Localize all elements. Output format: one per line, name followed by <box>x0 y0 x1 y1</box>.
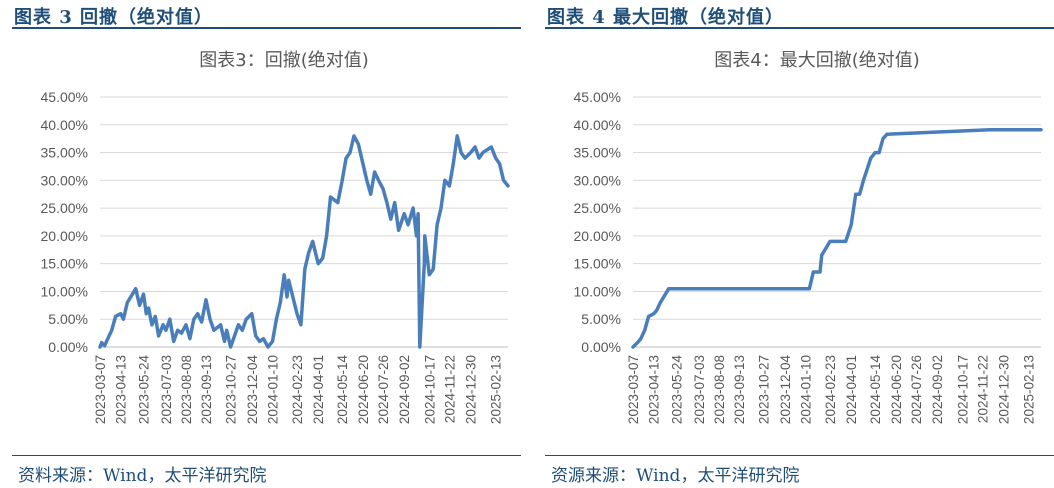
x-tick-label: 2024-10-17 <box>955 355 970 424</box>
series-line <box>631 128 1043 349</box>
footer-rule <box>545 455 1054 456</box>
chart-title: 图表4：最大回撤(绝对值) <box>714 50 920 71</box>
x-tick-label: 2024-06-20 <box>889 355 904 424</box>
y-tick-label: 40.00% <box>41 117 88 133</box>
y-tick-label: 15.00% <box>41 256 88 272</box>
x-tick-label: 2023-05-24 <box>137 355 152 425</box>
footer-rule <box>12 455 521 456</box>
heading-rule <box>12 27 521 29</box>
x-tick-label: 2024-05-14 <box>335 355 350 425</box>
x-tick-label: 2023-04-13 <box>647 355 662 424</box>
figure-heading: 图表 3 回撤（绝对值） <box>14 7 214 28</box>
y-tick-label: 25.00% <box>574 200 621 216</box>
x-tick-label: 2025-02-13 <box>489 355 504 424</box>
y-tick-label: 5.00% <box>48 311 88 327</box>
x-tick-label: 2025-02-13 <box>1022 355 1037 424</box>
y-tick-label: 5.00% <box>581 311 621 327</box>
y-tick-label: 45.00% <box>574 89 621 105</box>
x-tick-label: 2023-10-27 <box>757 355 772 424</box>
x-tick-label: 2024-07-26 <box>909 355 924 424</box>
y-tick-label: 30.00% <box>41 172 88 188</box>
x-tick-label: 2023-12-04 <box>245 355 260 425</box>
x-tick-label: 2024-02-23 <box>823 355 838 424</box>
x-tick-label: 2023-10-27 <box>224 355 239 424</box>
x-tick-label: 2023-04-13 <box>114 355 129 424</box>
max-drawdown-chart-svg: 图表4：最大回撤(绝对值) 0.00% 5.00% 10.00% 15.00% 20.00… <box>574 50 1043 425</box>
chart-title: 图表3：回撤(绝对值) <box>199 50 369 71</box>
x-tick-label: 2024-05-14 <box>868 355 883 425</box>
source-note: 资料来源：Wind，太平洋研究院 <box>18 466 267 486</box>
y-tick-label: 35.00% <box>41 145 88 161</box>
y-tick-label: 20.00% <box>41 228 88 244</box>
x-tick-label: 2024-01-10 <box>265 355 280 424</box>
x-tick-label: 2023-07-03 <box>692 355 707 424</box>
source-note: 资源来源：Wind，太平洋研究院 <box>551 466 800 486</box>
x-tick-label: 2024-07-26 <box>376 355 391 424</box>
x-tick-label: 2024-11-22 <box>975 355 990 423</box>
x-tick-label: 2023-08-08 <box>712 355 727 424</box>
y-tick-label: 35.00% <box>574 145 621 161</box>
y-tick-label: 40.00% <box>574 117 621 133</box>
x-tick-label: 2023-08-08 <box>179 355 194 424</box>
figure-heading: 图表 4 最大回撤（绝对值） <box>547 7 785 28</box>
x-tick-label: 2023-07-03 <box>159 355 174 424</box>
x-tick-label: 2024-09-02 <box>930 355 945 424</box>
x-tick-label: 2024-04-01 <box>844 355 859 424</box>
x-tick-label: 2024-06-20 <box>356 355 371 424</box>
x-tick-label: 2023-03-07 <box>626 355 641 424</box>
x-tick-label: 2024-12-30 <box>997 355 1012 424</box>
x-tick-label: 2023-03-07 <box>93 355 108 424</box>
x-tick-label: 2024-04-01 <box>311 355 326 424</box>
y-tick-label: 10.00% <box>41 283 88 299</box>
x-tick-label: 2024-02-23 <box>290 355 305 424</box>
x-tick-label: 2024-01-10 <box>798 355 813 424</box>
y-tick-label: 0.00% <box>581 339 621 355</box>
x-tick-label: 2024-09-02 <box>397 355 412 424</box>
x-tick-label: 2023-09-13 <box>732 355 747 424</box>
y-tick-label: 45.00% <box>41 89 88 105</box>
drawdown-chart: 图表3：回撤(绝对值) 0.00% 5.00% 10.00% 15.00% 20.00% 2… <box>12 30 521 454</box>
series-line <box>98 134 510 349</box>
x-tick-label: 2024-12-30 <box>464 355 479 424</box>
x-tick-label: 2024-10-17 <box>422 355 437 424</box>
drawdown-chart-svg: 图表3：回撤(绝对值) 0.00% 5.00% 10.00% 15.00% 20.00% 2… <box>41 50 510 425</box>
heading-rule <box>545 27 1054 29</box>
x-tick-label: 2023-05-24 <box>670 355 685 425</box>
x-tick-label: 2024-11-22 <box>442 355 457 423</box>
y-tick-label: 30.00% <box>574 172 621 188</box>
y-tick-label: 20.00% <box>574 228 621 244</box>
max-drawdown-chart: 图表4：最大回撤(绝对值) 0.00% 5.00% 10.00% 15.00% 20.00… <box>545 30 1054 454</box>
y-tick-label: 10.00% <box>574 283 621 299</box>
figure-3-panel: 图表 3 回撤（绝对值） 图表3：回撤(绝对值) 0.00% 5.00% 10.00%… <box>12 0 521 488</box>
figure-4-panel: 图表 4 最大回撤（绝对值） 图表4：最大回撤(绝对值) 0.00% 5.00% 10… <box>545 0 1054 488</box>
y-tick-label: 15.00% <box>574 256 621 272</box>
x-tick-label: 2023-09-13 <box>199 355 214 424</box>
y-tick-label: 0.00% <box>48 339 88 355</box>
y-tick-label: 25.00% <box>41 200 88 216</box>
x-tick-label: 2023-12-04 <box>778 355 793 425</box>
